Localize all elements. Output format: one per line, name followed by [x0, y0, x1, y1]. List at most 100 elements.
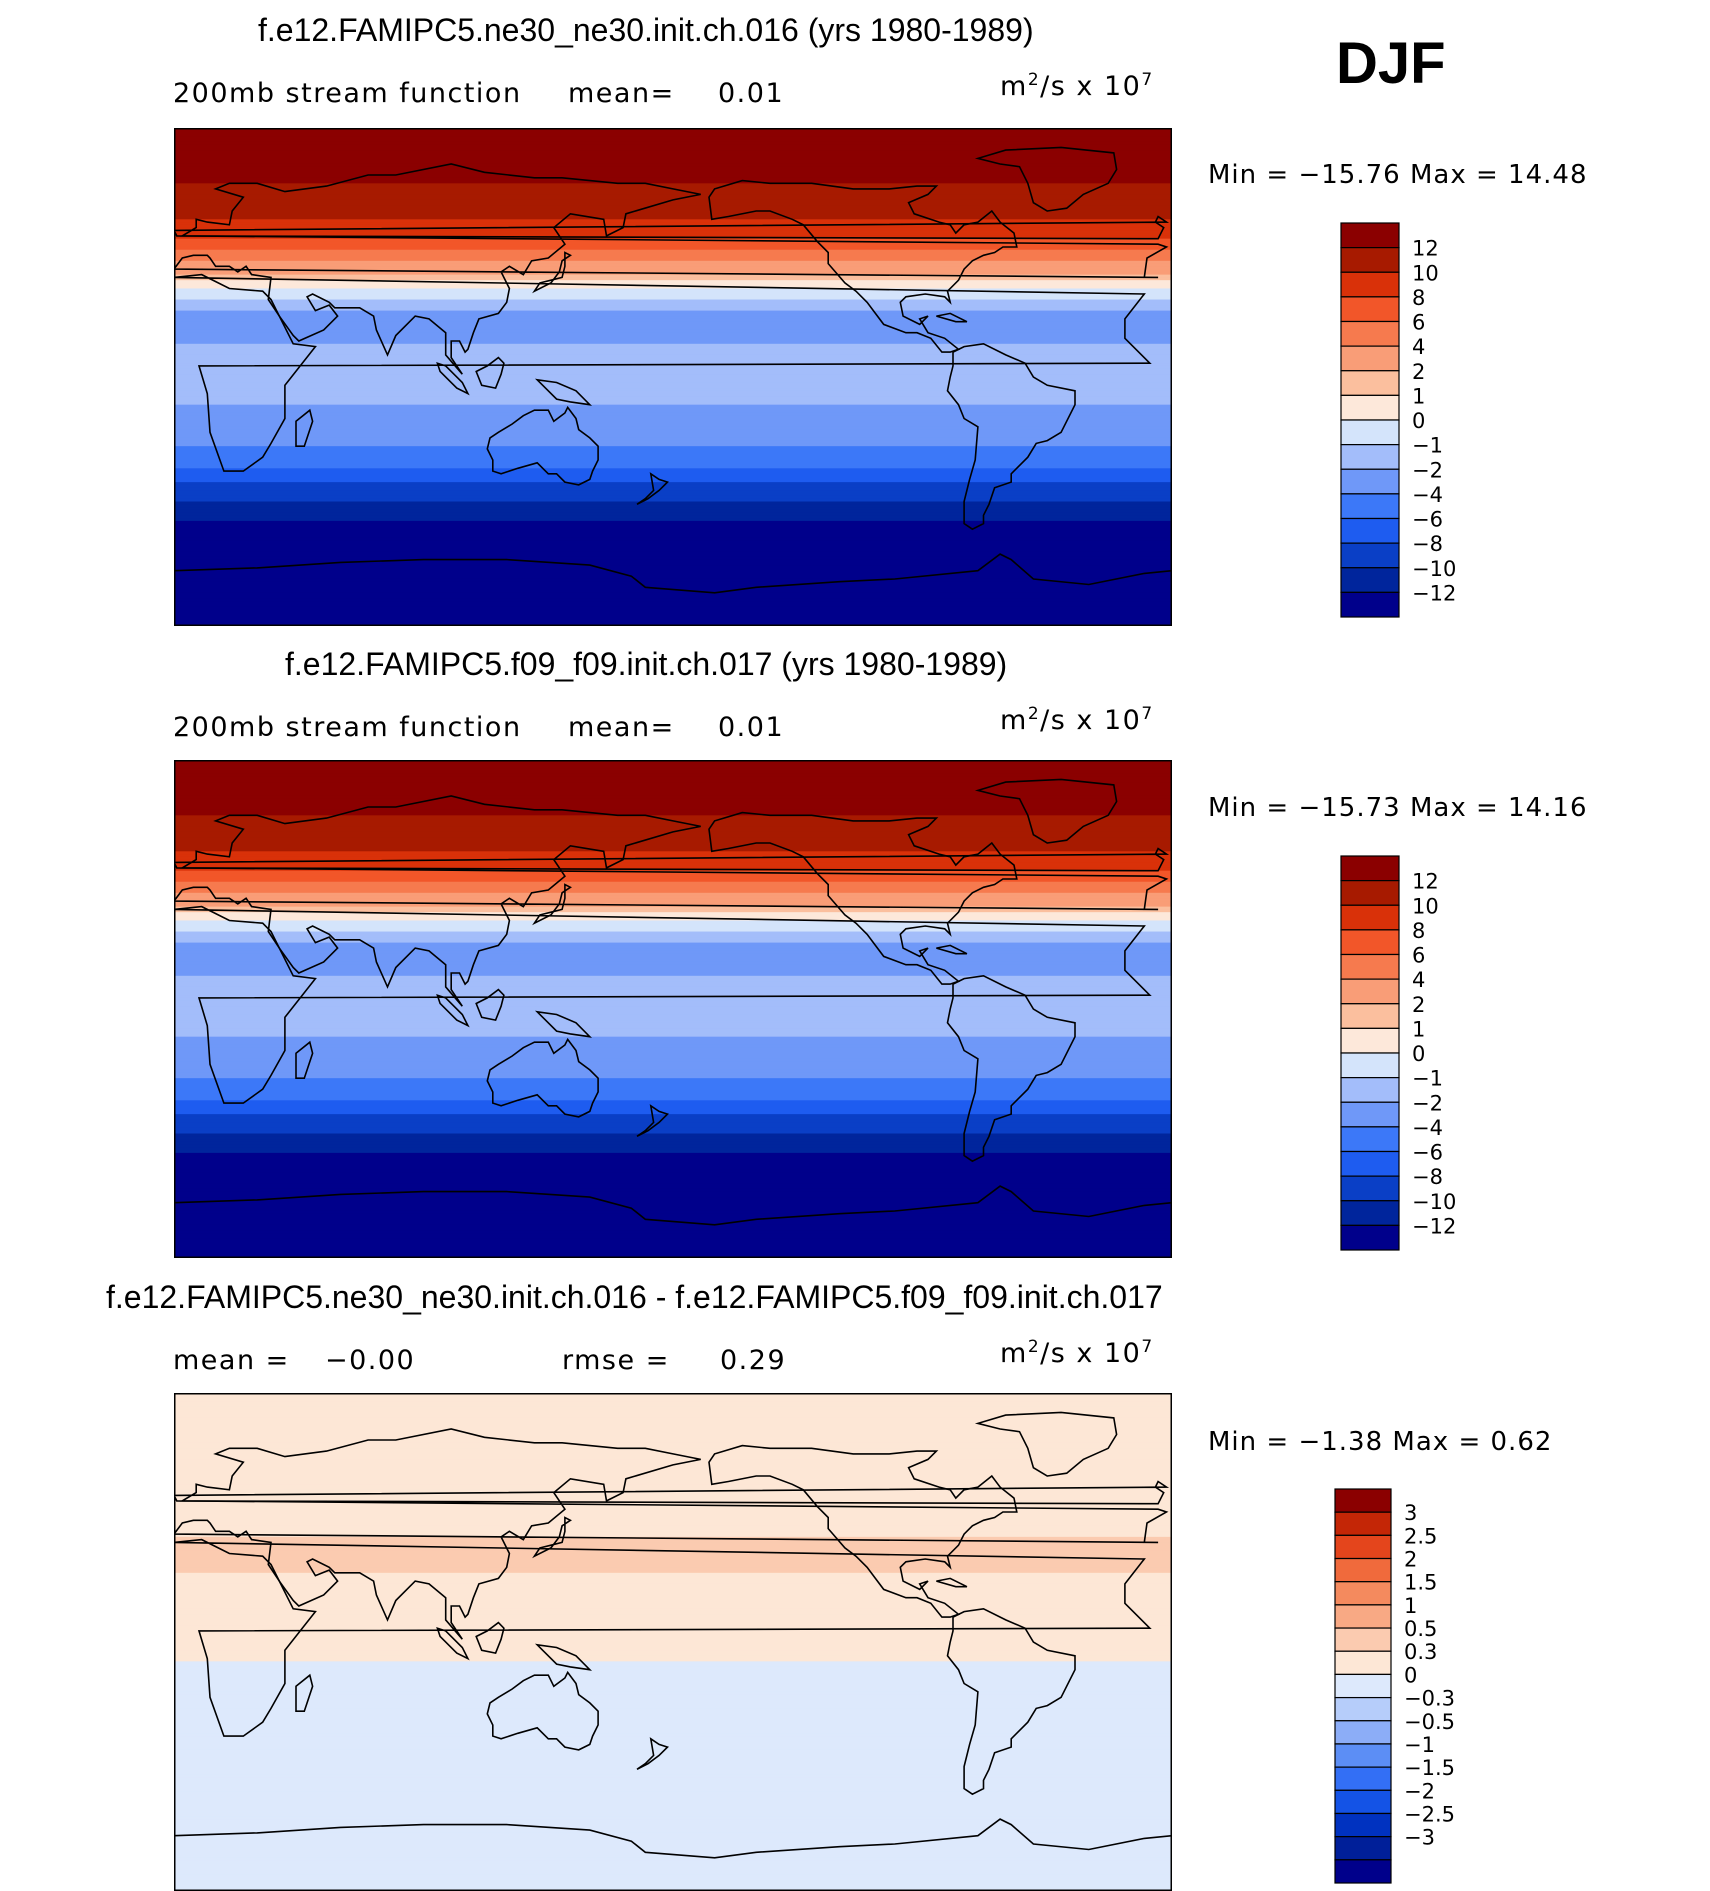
- field-band: [174, 859, 1172, 863]
- field-band: [174, 177, 1172, 182]
- field-band: [174, 379, 1172, 384]
- colorbar-tick-label: −8: [1412, 1165, 1443, 1189]
- field-band: [174, 1777, 1172, 1781]
- field-band: [174, 1006, 1172, 1010]
- field-band: [174, 1514, 1172, 1519]
- coastline-new-zealand: [636, 1104, 670, 1138]
- field-band: [174, 191, 1172, 195]
- colorbar-tick-label: −2: [1412, 458, 1443, 482]
- colorbar-tick-label: 6: [1412, 944, 1425, 968]
- field-band: [174, 881, 1172, 886]
- coastline-sumatra: [436, 993, 470, 1028]
- field-band: [174, 324, 1172, 328]
- field-band: [174, 926, 1172, 930]
- field-band: [174, 1442, 1172, 1447]
- field-band: [174, 1235, 1172, 1240]
- field-band: [174, 854, 1172, 858]
- field-band: [174, 1625, 1172, 1629]
- coastline-antarctica: [174, 1185, 1172, 1258]
- field-band: [174, 1622, 1172, 1626]
- field-band: [174, 1406, 1172, 1411]
- field-band: [174, 964, 1172, 969]
- field-band: [174, 288, 1172, 292]
- field-band: [174, 1139, 1172, 1143]
- colorbar-tick-label: −12: [1412, 581, 1456, 605]
- field-band: [174, 1238, 1172, 1242]
- field-band: [174, 1738, 1172, 1743]
- coastline-japan: [532, 1516, 572, 1559]
- field-band: [174, 1169, 1172, 1173]
- field-band: [174, 1028, 1172, 1032]
- field-band: [174, 609, 1172, 613]
- field-band: [174, 465, 1172, 469]
- field-band: [174, 1799, 1172, 1804]
- panel-1-minmax: Min = −15.76 Max = 14.48: [1208, 160, 1588, 190]
- field-band: [174, 614, 1172, 619]
- field-band: [174, 1495, 1172, 1499]
- field-band: [174, 782, 1172, 786]
- field-band: [174, 1589, 1172, 1593]
- field-band: [174, 1758, 1172, 1762]
- field-band: [174, 1614, 1172, 1618]
- coastline-australia: [486, 405, 599, 486]
- field-band: [174, 912, 1172, 916]
- field-band: [174, 1437, 1172, 1441]
- field-band: [174, 554, 1172, 558]
- field-band: [174, 1617, 1172, 1621]
- field-band: [174, 473, 1172, 478]
- field-band: [174, 784, 1172, 789]
- field-band: [174, 188, 1172, 193]
- panel-1-title: f.e12.FAMIPC5.ne30_ne30.init.ch.016 (yrs…: [258, 12, 1034, 48]
- field-band: [174, 507, 1172, 511]
- field-band: [174, 1528, 1172, 1532]
- field-band: [174, 898, 1172, 902]
- field-band: [174, 186, 1172, 190]
- coastline-new-guinea: [534, 378, 593, 406]
- field-band: [174, 1586, 1172, 1591]
- field-band: [174, 1089, 1172, 1093]
- field-band: [174, 1843, 1172, 1848]
- field-band: [174, 1025, 1172, 1029]
- field-band: [174, 249, 1172, 254]
- panel-1-mean-value: 0.01: [718, 78, 785, 109]
- colorbar-swatch: [1340, 929, 1400, 956]
- field-band: [174, 462, 1172, 467]
- field-band: [174, 1122, 1172, 1126]
- field-band: [174, 865, 1172, 869]
- field-band: [174, 1860, 1172, 1864]
- panel-2-title: f.e12.FAMIPC5.f09_f09.init.ch.017 (yrs 1…: [285, 646, 1008, 682]
- field-band: [174, 1835, 1172, 1840]
- field-band: [174, 487, 1172, 492]
- field-band: [174, 1205, 1172, 1209]
- field-band: [174, 1188, 1172, 1193]
- field-band: [174, 1492, 1172, 1496]
- field-band: [174, 1619, 1172, 1624]
- field-band: [174, 1711, 1172, 1715]
- field-band: [174, 432, 1172, 436]
- field-band: [174, 837, 1172, 841]
- coastline-greenland: [974, 1411, 1118, 1477]
- field-band: [174, 884, 1172, 888]
- colorbar-tick-label: −0.5: [1404, 1710, 1455, 1734]
- field-band: [174, 374, 1172, 378]
- field-band: [174, 1398, 1172, 1402]
- field-band: [174, 429, 1172, 433]
- colorbar-tick-label: 6: [1412, 311, 1425, 335]
- field-band: [174, 1011, 1172, 1016]
- field-band: [174, 1661, 1172, 1665]
- field-band: [174, 1849, 1172, 1853]
- field-band: [174, 1824, 1172, 1828]
- field-band: [174, 241, 1172, 245]
- field-band: [174, 818, 1172, 822]
- field-band: [174, 509, 1172, 514]
- field-band: [174, 1451, 1172, 1455]
- field-band: [174, 1431, 1172, 1436]
- field-band: [174, 573, 1172, 577]
- field-band: [174, 1506, 1172, 1510]
- field-band: [174, 1453, 1172, 1458]
- field-band: [174, 562, 1172, 566]
- colorbar-tick-label: 8: [1412, 919, 1425, 943]
- field-band: [174, 765, 1172, 769]
- field-band: [174, 773, 1172, 778]
- field-band: [174, 956, 1172, 960]
